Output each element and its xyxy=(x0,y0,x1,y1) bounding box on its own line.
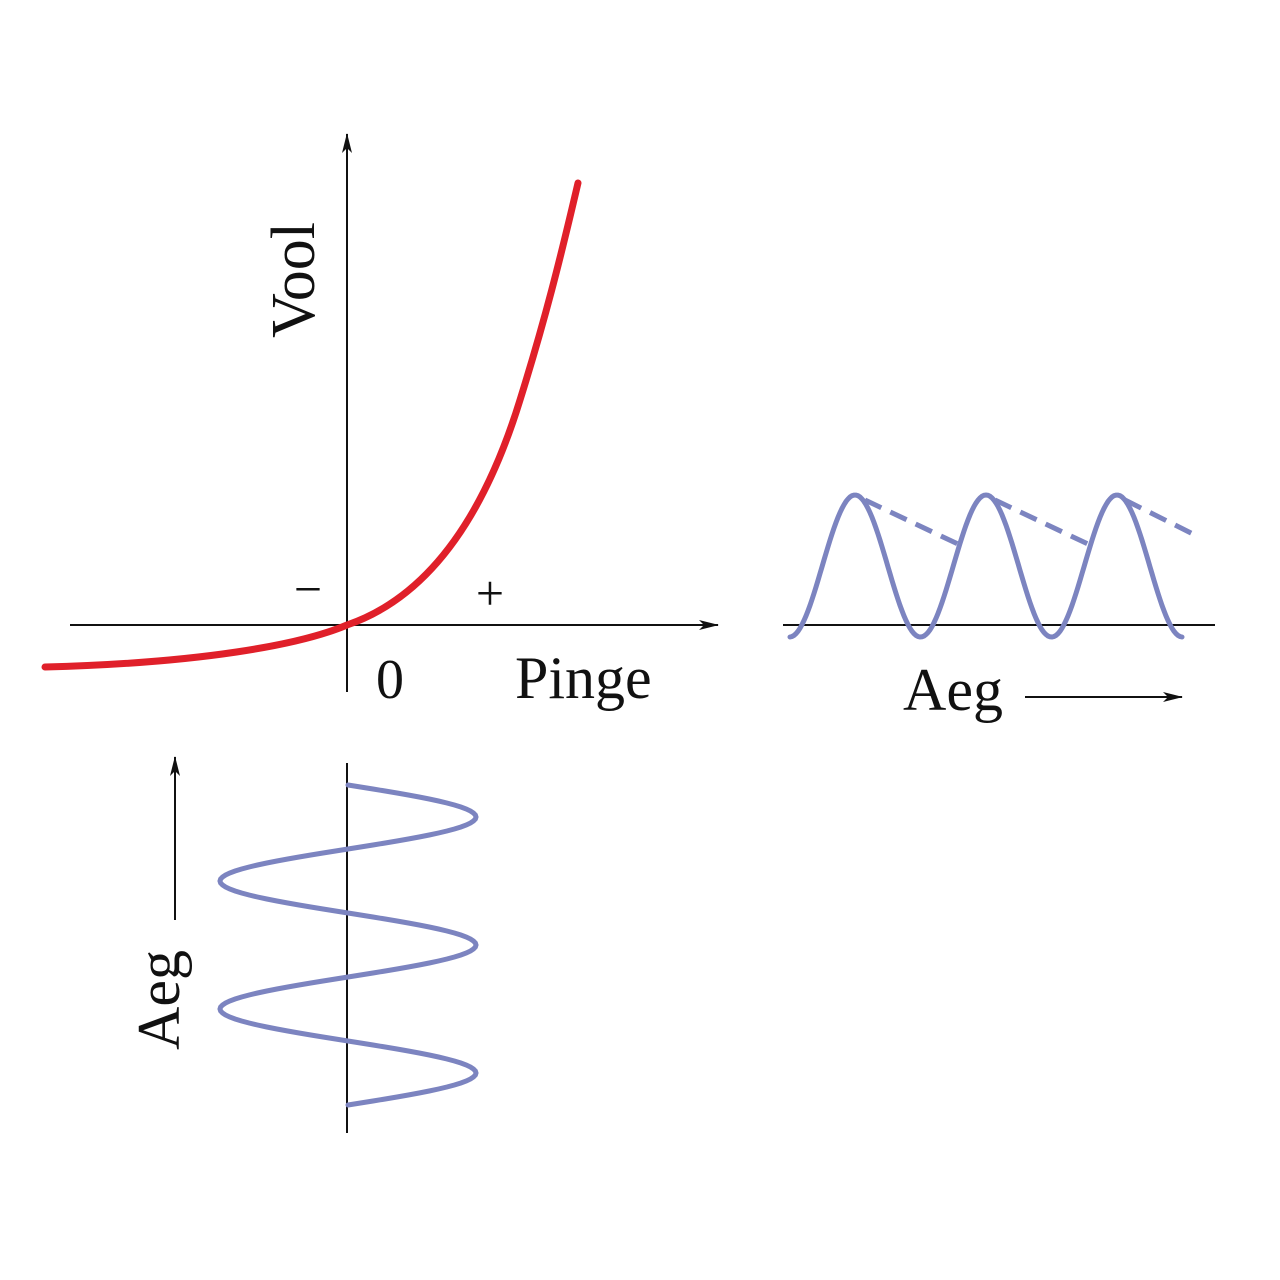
diode-curve xyxy=(41,179,582,671)
positive-label: + xyxy=(476,565,504,621)
negative-label: − xyxy=(294,561,322,617)
origin-label: 0 xyxy=(376,649,404,711)
input-time-label: Aeg xyxy=(126,950,192,1050)
y-axis-label: Vool xyxy=(260,222,328,338)
input-wave xyxy=(217,782,479,1108)
x-axis-label: Pinge xyxy=(515,645,652,711)
output-time-label: Aeg xyxy=(903,657,1003,723)
output-envelope xyxy=(863,497,1197,548)
output-wave xyxy=(787,492,1185,640)
